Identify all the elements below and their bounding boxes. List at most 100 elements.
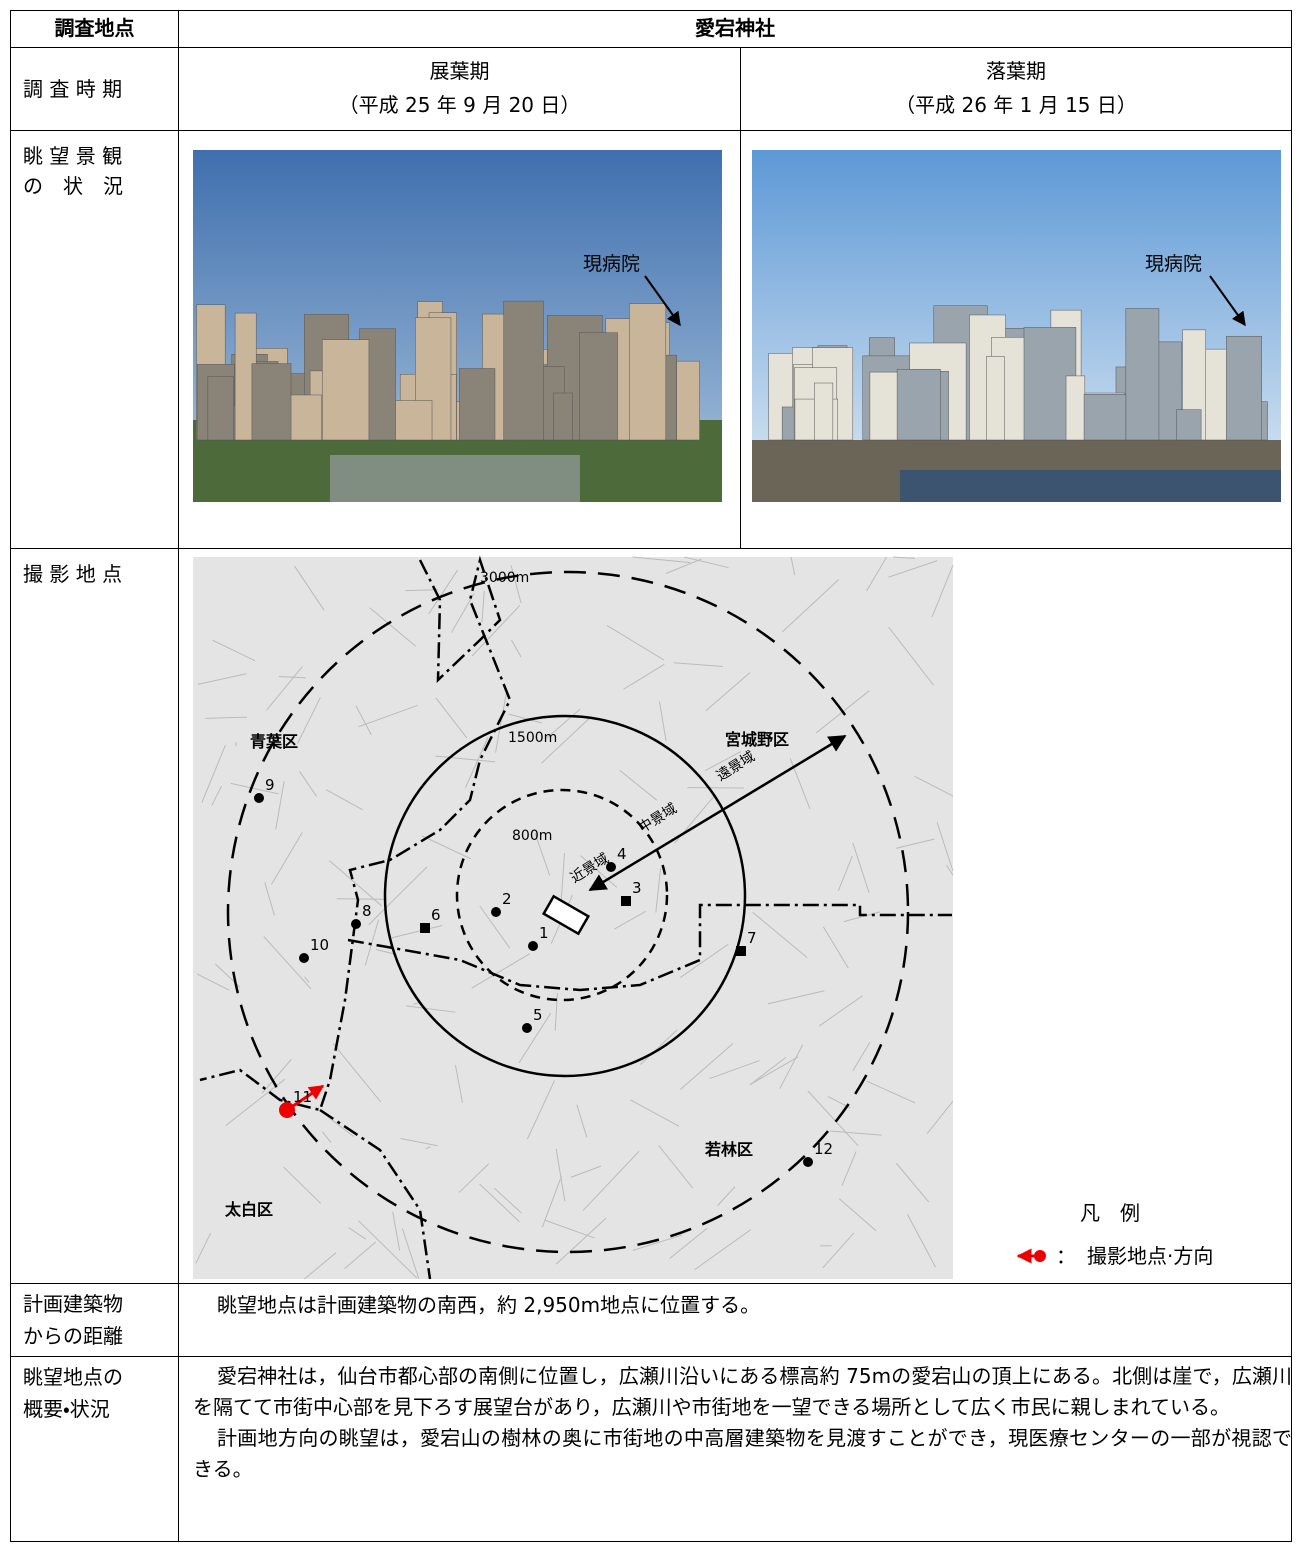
building [321, 339, 370, 441]
building [553, 392, 573, 441]
street [673, 662, 724, 667]
street [582, 1150, 640, 1211]
street [822, 926, 849, 969]
street [400, 1137, 438, 1147]
street [329, 860, 382, 907]
photo [193, 150, 722, 502]
street [450, 593, 475, 633]
street [304, 976, 310, 983]
street [225, 1078, 286, 1126]
view-point [528, 941, 538, 951]
street [464, 737, 489, 789]
ward-label: 青葉区 [250, 732, 298, 751]
point-label: 4 [617, 845, 627, 863]
street [428, 569, 458, 615]
street [946, 865, 954, 876]
legend-symbol [1034, 1250, 1046, 1262]
street [413, 1002, 419, 1005]
street [709, 1060, 760, 1080]
building [251, 363, 292, 441]
street [752, 911, 808, 959]
point-label: 9 [265, 776, 275, 794]
building [207, 376, 234, 441]
view-point [736, 946, 746, 956]
point-label: 5 [533, 1006, 543, 1024]
street [261, 1059, 292, 1094]
view-point [351, 919, 361, 929]
street [197, 673, 247, 685]
street [264, 882, 275, 916]
street [658, 1145, 694, 1189]
street [936, 821, 954, 872]
view-point [299, 953, 309, 963]
overview-text: 愛宕神社は，仙台市都心部の南側に位置し，広瀬川沿いにある標高約 75mの愛宕山の… [193, 1361, 1292, 1485]
photo-annotations: 現病院 現病院 [583, 253, 1246, 327]
building [676, 360, 700, 441]
building [814, 382, 834, 441]
street [401, 1228, 420, 1280]
street [895, 838, 935, 849]
street [344, 1241, 377, 1270]
view-point [606, 862, 616, 872]
period-title: 落葉期 [986, 59, 1046, 83]
street [358, 1220, 418, 1279]
street [508, 713, 542, 724]
street [263, 936, 312, 990]
street [297, 697, 321, 744]
label-line: 眺望地点の [23, 1365, 123, 1389]
street [266, 666, 303, 711]
street [304, 1252, 337, 1280]
street [348, 1227, 367, 1240]
street [838, 1198, 877, 1232]
street [201, 745, 226, 803]
view-direction [292, 1084, 325, 1108]
street [926, 1100, 954, 1134]
street [779, 1044, 804, 1089]
street [358, 704, 418, 728]
street [368, 866, 428, 926]
view-point [522, 1023, 532, 1033]
street [852, 1041, 871, 1072]
street [790, 556, 796, 575]
point-label: 10 [310, 936, 329, 954]
street [623, 663, 665, 690]
view-point [254, 793, 264, 803]
photo-annotation: 現病院 [1145, 253, 1202, 275]
street [665, 558, 702, 574]
street [560, 852, 565, 907]
view-point [420, 923, 430, 933]
paragraph: 計画地方向の眺望は，愛宕山の樹林の奥に市街地の中高層建築物を見渡すことができ，現… [193, 1426, 1292, 1481]
street [278, 675, 306, 679]
street [435, 755, 496, 763]
street [195, 1232, 212, 1264]
label-line: 眺 望 景 観 [23, 144, 123, 168]
point-label: 1 [539, 924, 549, 942]
ward-label: 若林区 [704, 1140, 753, 1159]
street [895, 1162, 930, 1203]
ring-label: 800m [512, 828, 552, 844]
street [545, 708, 581, 739]
street [705, 672, 751, 712]
point-label: 2 [502, 890, 512, 908]
street [355, 705, 372, 736]
street [829, 1130, 882, 1136]
period-date: （平成 25 年 9 月 20 日） [338, 93, 581, 117]
street [694, 1229, 751, 1271]
photo-annotation: 現病院 [583, 253, 640, 275]
street [211, 786, 222, 806]
street [336, 898, 386, 900]
building [986, 356, 1005, 441]
ward-label: 太白区 [224, 1200, 273, 1219]
street [822, 1232, 855, 1269]
street [658, 701, 667, 741]
legend-separator: ： [1056, 1244, 1076, 1268]
street [479, 1183, 520, 1223]
street [555, 1148, 566, 1202]
street [458, 1163, 489, 1193]
street [321, 1131, 332, 1143]
street [526, 1080, 555, 1140]
street [852, 842, 870, 893]
street [841, 1151, 857, 1187]
photo [752, 150, 1281, 502]
